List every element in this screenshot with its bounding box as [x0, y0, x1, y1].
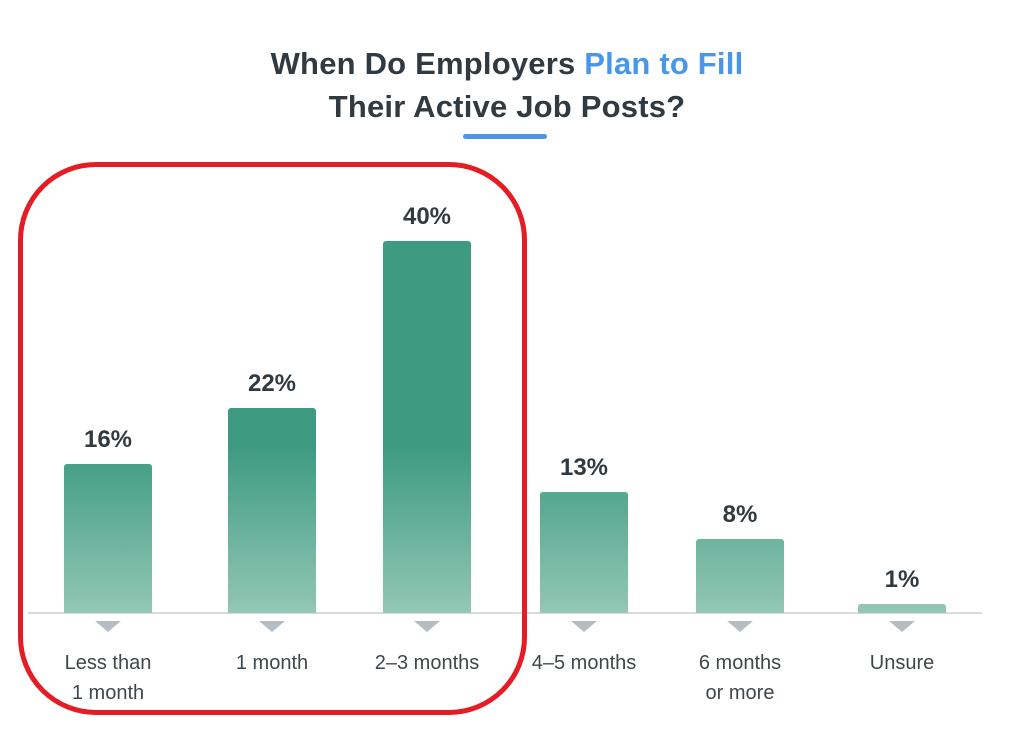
axis-tick-triangle-icon [889, 621, 915, 632]
chart-title-line2: Their Active Job Posts? [328, 89, 686, 124]
axis-tick-triangle-icon [571, 621, 597, 632]
chart-title-part1: When Do Employers [270, 46, 585, 81]
x-axis-line [28, 612, 982, 614]
value-label: 1% [884, 566, 920, 593]
bar-unsure [858, 604, 946, 613]
value-label: 13% [559, 454, 609, 481]
bar-less-than-1-month [64, 464, 152, 613]
value-label: 22% [247, 370, 297, 397]
chart-title-highlight: Plan to Fill [584, 46, 744, 81]
value-label: 40% [402, 203, 452, 230]
category-label: Unsure [869, 652, 935, 674]
value-label: 8% [722, 501, 758, 528]
category-label: 2–3 months [374, 652, 480, 674]
bar-4-5-months [540, 492, 628, 613]
axis-tick-triangle-icon [414, 621, 440, 632]
axis-tick-triangle-icon [727, 621, 753, 632]
category-label: Less than 1 month [64, 652, 152, 704]
bar-6-months-or-more [696, 539, 784, 613]
category-label: 6 months or more [698, 652, 782, 704]
category-label: 1 month [235, 652, 309, 674]
value-label: 16% [83, 426, 133, 453]
title-underline-decoration [463, 134, 547, 139]
category-label: 4–5 months [531, 652, 637, 674]
axis-tick-triangle-icon [95, 621, 121, 632]
bar-2-3-months [383, 241, 471, 613]
axis-tick-triangle-icon [259, 621, 285, 632]
chart-title: When Do Employers Plan to Fill Their Acti… [0, 42, 1014, 128]
bar-1-month [228, 408, 316, 613]
